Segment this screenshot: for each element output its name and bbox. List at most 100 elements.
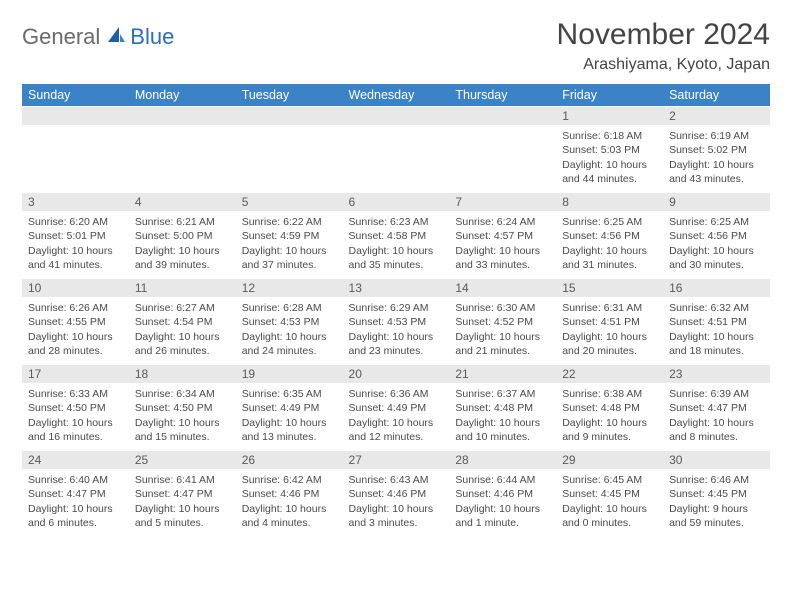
day-number: 18 [129, 365, 236, 383]
day-line: Sunrise: 6:24 AM [455, 215, 550, 229]
day-line: Daylight: 10 hours [455, 502, 550, 516]
day-cell: Sunrise: 6:31 AMSunset: 4:51 PMDaylight:… [556, 297, 663, 365]
day-number: 8 [556, 193, 663, 211]
day-cell: Sunrise: 6:18 AMSunset: 5:03 PMDaylight:… [556, 125, 663, 193]
day-line: Sunrise: 6:25 AM [669, 215, 764, 229]
day-line: Daylight: 10 hours [135, 244, 230, 258]
day-line: and 31 minutes. [562, 258, 657, 272]
day-number-row: 17181920212223 [22, 365, 770, 383]
day-number: 26 [236, 451, 343, 469]
day-number: 23 [663, 365, 770, 383]
day-cell: Sunrise: 6:25 AMSunset: 4:56 PMDaylight:… [556, 211, 663, 279]
day-line: Sunset: 5:02 PM [669, 143, 764, 157]
day-line: Sunrise: 6:29 AM [349, 301, 444, 315]
day-line: Sunset: 4:51 PM [562, 315, 657, 329]
day-line: and 3 minutes. [349, 516, 444, 530]
day-line: and 44 minutes. [562, 172, 657, 186]
day-line: Sunset: 4:49 PM [242, 401, 337, 415]
day-number: 24 [22, 451, 129, 469]
day-line: Daylight: 10 hours [28, 416, 123, 430]
day-line: Daylight: 10 hours [669, 330, 764, 344]
day-number: 12 [236, 279, 343, 297]
day-number-row: 10111213141516 [22, 279, 770, 297]
day-line: Sunrise: 6:44 AM [455, 473, 550, 487]
day-cell: Sunrise: 6:22 AMSunset: 4:59 PMDaylight:… [236, 211, 343, 279]
day-line: Daylight: 10 hours [455, 416, 550, 430]
day-number-row: 24252627282930 [22, 451, 770, 469]
day-cell: Sunrise: 6:34 AMSunset: 4:50 PMDaylight:… [129, 383, 236, 451]
day-line: and 20 minutes. [562, 344, 657, 358]
day-line: Sunrise: 6:18 AM [562, 129, 657, 143]
day-cell: Sunrise: 6:38 AMSunset: 4:48 PMDaylight:… [556, 383, 663, 451]
day-line: and 39 minutes. [135, 258, 230, 272]
day-line: Sunset: 4:58 PM [349, 229, 444, 243]
day-line: Sunset: 4:57 PM [455, 229, 550, 243]
day-cell: Sunrise: 6:23 AMSunset: 4:58 PMDaylight:… [343, 211, 450, 279]
day-number: 16 [663, 279, 770, 297]
day-line: Daylight: 10 hours [669, 158, 764, 172]
day-cell [22, 125, 129, 193]
day-line: and 5 minutes. [135, 516, 230, 530]
weekday-header: Tuesday [236, 84, 343, 107]
day-line: and 21 minutes. [455, 344, 550, 358]
day-number: 2 [663, 107, 770, 126]
day-number [129, 107, 236, 126]
day-line: Sunset: 4:56 PM [669, 229, 764, 243]
day-line: Daylight: 10 hours [669, 244, 764, 258]
day-line: Daylight: 10 hours [242, 416, 337, 430]
day-line: Sunrise: 6:36 AM [349, 387, 444, 401]
day-number: 25 [129, 451, 236, 469]
day-line: and 12 minutes. [349, 430, 444, 444]
day-line: Sunrise: 6:45 AM [562, 473, 657, 487]
day-line: and 37 minutes. [242, 258, 337, 272]
day-line: Sunrise: 6:34 AM [135, 387, 230, 401]
day-line: Sunset: 4:56 PM [562, 229, 657, 243]
day-line: Sunset: 4:50 PM [135, 401, 230, 415]
day-line: Sunset: 4:55 PM [28, 315, 123, 329]
day-line: and 8 minutes. [669, 430, 764, 444]
day-number: 21 [449, 365, 556, 383]
day-line: Sunset: 4:47 PM [669, 401, 764, 415]
day-number: 27 [343, 451, 450, 469]
day-line: Sunrise: 6:40 AM [28, 473, 123, 487]
day-cell: Sunrise: 6:30 AMSunset: 4:52 PMDaylight:… [449, 297, 556, 365]
location-label: Arashiyama, Kyoto, Japan [557, 56, 770, 74]
logo: General Blue [22, 18, 174, 50]
day-line: Sunset: 4:46 PM [242, 487, 337, 501]
day-line: Sunrise: 6:22 AM [242, 215, 337, 229]
day-line: Sunrise: 6:32 AM [669, 301, 764, 315]
day-line: and 13 minutes. [242, 430, 337, 444]
day-number: 13 [343, 279, 450, 297]
day-line: Daylight: 10 hours [135, 416, 230, 430]
day-line: Daylight: 10 hours [242, 502, 337, 516]
day-line: Sunrise: 6:41 AM [135, 473, 230, 487]
day-line: Daylight: 10 hours [349, 416, 444, 430]
day-cell: Sunrise: 6:45 AMSunset: 4:45 PMDaylight:… [556, 469, 663, 537]
weekday-header: Sunday [22, 84, 129, 107]
day-line: and 43 minutes. [669, 172, 764, 186]
day-cell: Sunrise: 6:33 AMSunset: 4:50 PMDaylight:… [22, 383, 129, 451]
day-cell [236, 125, 343, 193]
day-line: and 9 minutes. [562, 430, 657, 444]
sail-icon [106, 25, 126, 50]
day-line: and 6 minutes. [28, 516, 123, 530]
day-number: 1 [556, 107, 663, 126]
day-line: Sunset: 4:51 PM [669, 315, 764, 329]
day-line: Daylight: 10 hours [562, 502, 657, 516]
day-line: and 28 minutes. [28, 344, 123, 358]
day-line: Sunrise: 6:26 AM [28, 301, 123, 315]
day-line: and 24 minutes. [242, 344, 337, 358]
day-cell: Sunrise: 6:46 AMSunset: 4:45 PMDaylight:… [663, 469, 770, 537]
day-line: Sunrise: 6:19 AM [669, 129, 764, 143]
day-line: Daylight: 10 hours [349, 330, 444, 344]
day-cell: Sunrise: 6:29 AMSunset: 4:53 PMDaylight:… [343, 297, 450, 365]
day-cell: Sunrise: 6:40 AMSunset: 4:47 PMDaylight:… [22, 469, 129, 537]
day-line: Sunset: 4:45 PM [562, 487, 657, 501]
day-line: Daylight: 10 hours [669, 416, 764, 430]
day-line: Sunrise: 6:38 AM [562, 387, 657, 401]
day-line: Sunrise: 6:31 AM [562, 301, 657, 315]
day-line: Sunset: 5:03 PM [562, 143, 657, 157]
day-number: 14 [449, 279, 556, 297]
day-data-row: Sunrise: 6:40 AMSunset: 4:47 PMDaylight:… [22, 469, 770, 537]
day-line: Sunrise: 6:39 AM [669, 387, 764, 401]
